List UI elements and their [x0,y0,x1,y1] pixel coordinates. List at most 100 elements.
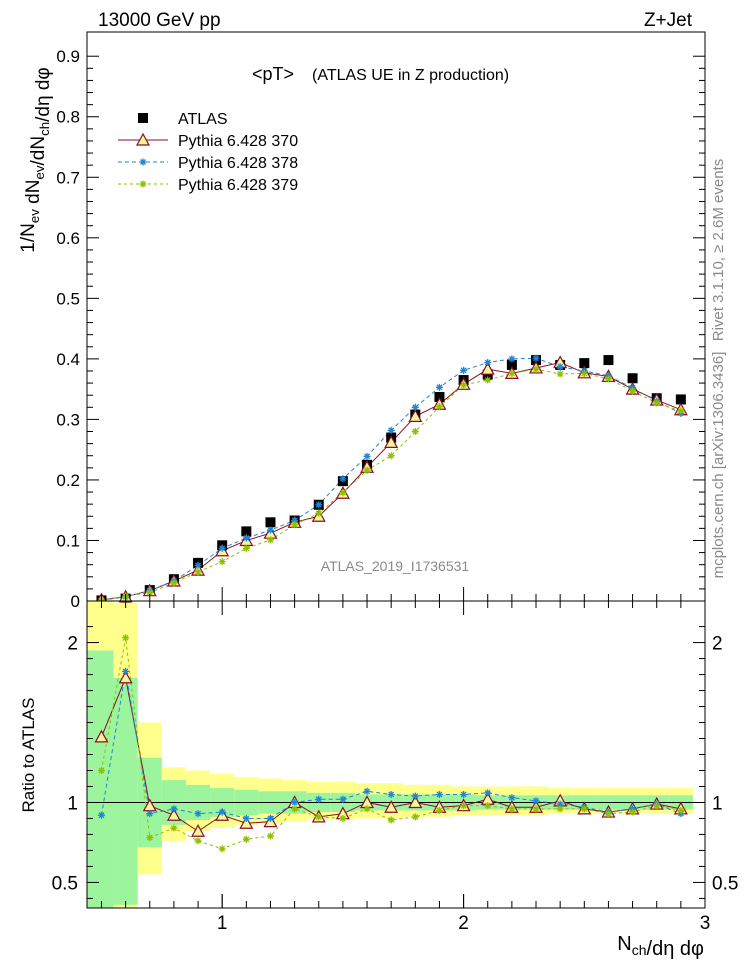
top-series-points [94,354,688,606]
ratio-y-tick-label-right: 2 [712,634,723,655]
top-y-tick-label: 0 [71,592,80,611]
ratio-data-point [677,806,685,814]
legend-label: ATLAS [178,111,228,128]
top-data-point [460,381,468,389]
ratio-series-points [94,634,688,853]
ratio-data-point [629,808,637,816]
legend-label: Pythia 6.428 378 [178,155,298,172]
top-data-point [508,369,516,377]
top-data-point [484,359,492,367]
ratio-band-green [87,650,114,908]
ratio-data-point [315,813,323,821]
top-data-point [363,466,371,474]
ratio-frame [86,600,706,909]
top-data-point [241,526,252,537]
ratio-data-point [94,729,109,743]
x-axis-label: Nch/dη dφ [617,933,704,960]
ratio-band-green [113,677,138,905]
top-data-point [218,544,226,552]
ratio-data-point [166,808,181,821]
ratio-panel: 0.5 0.5 1 1 2 2 1 2 3 Ratio to ATLAS Nch/dη dφ [19,587,738,960]
top-data-point [603,355,614,366]
top-data-point [506,359,517,370]
x-tick-label: 3 [700,913,711,934]
legend-label: Pythia 6.428 379 [178,177,298,194]
ratio-data-point [170,824,178,832]
top-data-point [508,355,516,363]
ratio-data-point [339,795,347,803]
top-data-point [194,568,202,576]
top-panel: 0 0.1 0.2 0.3 0.4 0.5 0.6 0.7 0.8 0.9 <pT> (ATLAS… [18,31,706,611]
ratio-data-point [484,789,492,797]
top-data-point [387,426,395,434]
ratio-data-point [146,810,154,818]
top-data-point [579,358,590,369]
top-data-point [677,407,685,415]
ratio-data-point [291,805,299,813]
ratio-data-point [191,823,206,837]
legend: ATLAS Pythia 6.428 370 Pythia 6.428 378 Pyt… [118,111,298,194]
ratio-y-tick-label-right: 0.5 [712,873,738,894]
ratio-data-point [291,798,299,806]
top-data-point [653,399,661,407]
x-ticks: 1 2 3 [100,587,711,934]
ratio-data-point [460,802,468,810]
top-data-point [460,366,468,374]
ratio-data-point [239,816,254,829]
rivet-info: Rivet 3.1.10, ≥ 2.6M events [710,159,727,342]
top-data-point [146,589,154,597]
top-data-point [384,435,399,449]
ratio-data-point [266,814,274,822]
ratio-data-point [266,832,274,840]
ratio-data-point [242,814,250,822]
legend-marker [139,180,147,188]
top-y-ticks: 0 0.1 0.2 0.3 0.4 0.5 0.6 0.7 0.8 0.9 [56,47,705,611]
top-data-point [675,394,686,405]
top-data-point [532,354,540,362]
ratio-data-point [118,670,133,684]
top-data-point [266,526,274,534]
top-data-point [411,403,419,411]
ratio-data-point [556,800,564,808]
top-data-point [604,375,612,383]
ratio-data-point [484,802,492,810]
top-data-point [315,501,323,509]
ratio-data-point [146,834,154,842]
top-data-point [411,428,419,436]
ratio-data-point [363,805,371,813]
ratio-data-point [580,805,588,813]
top-y-tick-label: 0.1 [56,531,80,550]
top-data-point [363,452,371,460]
ratio-data-point [556,805,564,813]
top-data-point [218,558,226,566]
header-right: Z+Jet [644,10,693,31]
top-data-point [242,534,250,542]
ratio-data-point [363,787,371,795]
top-data-point [315,509,323,517]
ratio-data-point [97,811,105,819]
top-y-tick-label: 0.7 [56,168,80,187]
ratio-data-point [122,667,130,675]
top-data-point [484,376,492,384]
ratio-data-point [532,805,540,813]
top-y-tick-label: 0.3 [56,410,80,429]
ratio-y-ticks: 0.5 0.5 1 1 2 2 [52,626,738,899]
plot-title: <pT> [252,64,294,84]
top-data-point [170,579,178,587]
legend-label: Pythia 6.428 370 [178,133,298,150]
ratio-y-axis-label: Ratio to ATLAS [19,698,38,813]
top-data-point [556,370,564,378]
top-data-point [627,373,638,384]
top-data-point [480,361,495,375]
ratio-data-point [435,790,443,798]
ratio-data-point [387,816,395,824]
legend-marker [135,132,151,146]
top-data-point [532,365,540,373]
top-data-point [339,475,347,483]
top-y-tick-label: 0.9 [56,47,80,66]
ratio-data-point [604,810,612,818]
ratio-data-point [532,797,540,805]
ratio-data-point [508,805,516,813]
top-data-point [266,536,274,544]
